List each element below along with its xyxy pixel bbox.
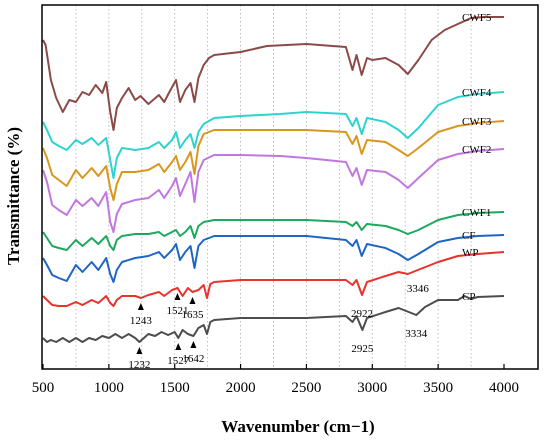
series-line-cp — [42, 295, 505, 343]
peak-label: 1243 — [130, 315, 153, 327]
series-line-cwf4 — [42, 91, 505, 179]
grid-layer — [75, 5, 472, 369]
x-tick-label: 2500 — [291, 380, 321, 396]
x-tick-label: 2000 — [226, 380, 256, 396]
peak-marker — [190, 341, 197, 348]
peak-marker — [136, 347, 143, 354]
series-label-cf: CF — [462, 230, 475, 242]
series-line-cwf3 — [42, 120, 505, 201]
peak-label: 1642 — [182, 353, 204, 365]
x-tick-label: 1000 — [94, 380, 124, 396]
peak-label: 2925 — [351, 343, 374, 355]
peak-marker — [175, 343, 182, 350]
peak-label: 1527 — [167, 355, 190, 367]
series-label-cwf3: CWF3 — [462, 116, 492, 128]
series-label-wp: WP — [462, 247, 479, 259]
peak-label: 1635 — [181, 309, 204, 321]
y-axis-title: Transmittance (%) — [4, 127, 23, 265]
series-line-wp — [42, 251, 505, 307]
peak-label: 3334 — [405, 328, 428, 340]
x-tick-label: 3000 — [357, 380, 387, 396]
series-line-cwf5 — [42, 16, 504, 131]
plot-frame — [41, 4, 539, 370]
x-tick-label: 3500 — [423, 380, 453, 396]
peak-label: 3346 — [407, 283, 430, 295]
series-label-cwf5: CWF5 — [462, 12, 492, 24]
series-label-cp: CP — [462, 291, 475, 303]
series-line-cf — [42, 234, 505, 283]
x-tick-label: 4000 — [489, 380, 519, 396]
series-line-cwf2 — [42, 148, 505, 233]
x-axis-title: Wavenumber (cm−1) — [221, 417, 374, 436]
series-label-cwf2: CWF2 — [462, 144, 491, 156]
series-layer: CWF5 CWF4 CWF3 CWF2 CWF1 CF WP CP — [42, 12, 505, 343]
series-label-cwf1: CWF1 — [462, 207, 491, 219]
series-line-cwf1 — [42, 211, 505, 251]
peak-marker — [174, 293, 181, 300]
peak-label: 2922 — [351, 308, 373, 320]
x-tick-label: 1500 — [160, 380, 190, 396]
peak-label: 1232 — [128, 359, 150, 371]
peak-marker — [189, 297, 196, 304]
peak-label: 1521 — [166, 305, 188, 317]
series-label-cwf4: CWF4 — [462, 87, 492, 99]
x-tick-label: 500 — [32, 380, 55, 396]
tick-layer: 500 1000 1500 2000 2500 3000 3500 4000 — [32, 364, 519, 396]
peak-marker — [137, 303, 144, 310]
